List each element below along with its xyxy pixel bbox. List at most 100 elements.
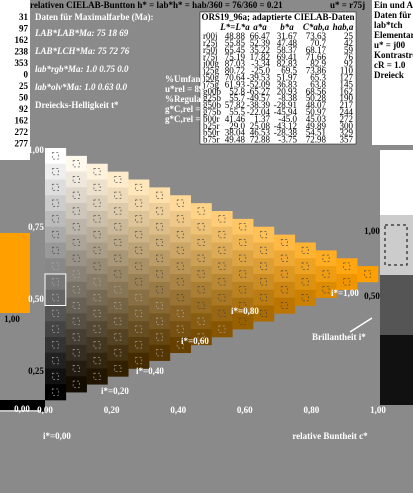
color-cell xyxy=(45,148,67,165)
color-cell xyxy=(45,384,67,401)
table-cell: -28.91 xyxy=(274,100,297,110)
cell-marker xyxy=(135,262,143,270)
cell-marker xyxy=(51,357,59,365)
cell-marker xyxy=(280,286,288,294)
color-cell xyxy=(65,155,87,172)
cell-marker xyxy=(114,317,122,325)
color-cell xyxy=(190,250,212,267)
table-cell: r50j xyxy=(203,45,218,55)
cell-marker xyxy=(322,270,330,278)
gray-step xyxy=(380,275,413,335)
cell-marker xyxy=(72,191,80,199)
gray-step xyxy=(380,335,413,405)
color-cell xyxy=(107,313,129,330)
color-cell xyxy=(107,250,129,267)
x-tick-label: 1,00 xyxy=(370,405,386,415)
left-value: 162 xyxy=(15,35,29,45)
color-cell xyxy=(45,163,67,180)
i-label: i*=0,80 xyxy=(231,306,259,316)
table-cell: 55.85 xyxy=(225,38,246,48)
color-cell xyxy=(45,195,67,212)
stat-text: g*C,rel = 57 xyxy=(165,114,212,124)
color-cell xyxy=(232,297,254,314)
table-cell: 71.66 xyxy=(306,52,327,62)
cell-marker xyxy=(260,246,267,254)
color-cell xyxy=(128,305,150,322)
table-cell: 20.93 xyxy=(277,86,298,96)
y-tick-label: 0,50 xyxy=(364,291,380,301)
color-cell xyxy=(149,281,171,298)
table-cell: j25g xyxy=(202,66,220,76)
cell-marker xyxy=(197,223,205,231)
cell-marker xyxy=(51,372,59,380)
cell-marker xyxy=(156,270,163,278)
table-cell: 70.7 xyxy=(310,38,326,48)
cell-marker xyxy=(51,168,59,176)
color-cell xyxy=(253,289,275,306)
left-panel xyxy=(0,0,30,160)
color-cell xyxy=(294,289,316,306)
color-cell xyxy=(211,258,233,275)
right-panel-text: Kontrastre xyxy=(374,50,413,60)
color-cell xyxy=(86,352,108,369)
right-panel-text: lab*tch xyxy=(374,20,403,30)
table-cell: j00g xyxy=(202,59,220,69)
table-box xyxy=(199,11,357,145)
cell-marker xyxy=(280,270,288,278)
color-cell xyxy=(128,352,150,369)
color-cell xyxy=(65,187,87,204)
color-cell xyxy=(107,171,129,188)
color-cell xyxy=(128,195,150,212)
color-cell xyxy=(294,242,316,259)
color-cell xyxy=(294,258,316,275)
cell-marker xyxy=(51,215,59,223)
cell-marker xyxy=(51,183,59,191)
cell-marker xyxy=(51,294,59,302)
cell-marker xyxy=(301,246,309,254)
stat-text: %Umfang xyxy=(165,74,205,84)
cell-marker xyxy=(218,309,226,317)
color-cell xyxy=(86,258,108,275)
table-cell: -3.75 xyxy=(278,135,297,145)
color-cell xyxy=(211,242,233,259)
cell-marker xyxy=(114,333,122,341)
color-cell xyxy=(128,211,150,228)
table-cell: 55.7 xyxy=(229,93,245,103)
color-cell xyxy=(45,211,67,228)
color-cell xyxy=(86,289,108,306)
cell-marker xyxy=(114,365,122,372)
color-cell xyxy=(253,305,275,322)
color-cell xyxy=(149,266,171,283)
cell-marker xyxy=(156,333,163,341)
table-cell: 244 xyxy=(340,107,354,117)
table-cell: 300 xyxy=(340,121,354,131)
color-cell xyxy=(336,274,358,291)
color-cell xyxy=(232,250,254,267)
left-value: 238 xyxy=(15,47,29,57)
table-cell: -25.0 xyxy=(251,66,270,76)
table-cell: 47.48 xyxy=(277,38,298,48)
table-cell: 69.41 xyxy=(277,52,297,62)
color-cell xyxy=(45,258,67,275)
table-cell: 61.93 xyxy=(225,79,246,89)
color-cell xyxy=(232,281,254,298)
color-cell xyxy=(65,360,87,377)
color-cell xyxy=(149,313,171,330)
table-cell: -49.57 xyxy=(247,93,271,103)
color-cell xyxy=(107,329,129,346)
cell-marker xyxy=(322,254,330,262)
color-cell xyxy=(169,289,191,306)
color-cell xyxy=(232,313,254,330)
table-cell: 46.53 xyxy=(250,128,271,138)
cell-marker xyxy=(93,325,101,333)
left-value: 277 xyxy=(15,139,29,149)
color-cell xyxy=(273,281,296,298)
cell-marker xyxy=(301,278,309,286)
color-cell xyxy=(253,242,275,259)
cell-marker xyxy=(51,199,59,207)
table-cell: -39.53 xyxy=(247,72,271,82)
header-title: relativen CIELAB-Buntton h* = lab*h* = h… xyxy=(30,0,283,10)
left-value: 97 xyxy=(19,24,29,34)
max-color-text: LAB*LAB*Ma: 75 18 69 xyxy=(34,28,129,38)
cell-marker xyxy=(239,317,247,325)
